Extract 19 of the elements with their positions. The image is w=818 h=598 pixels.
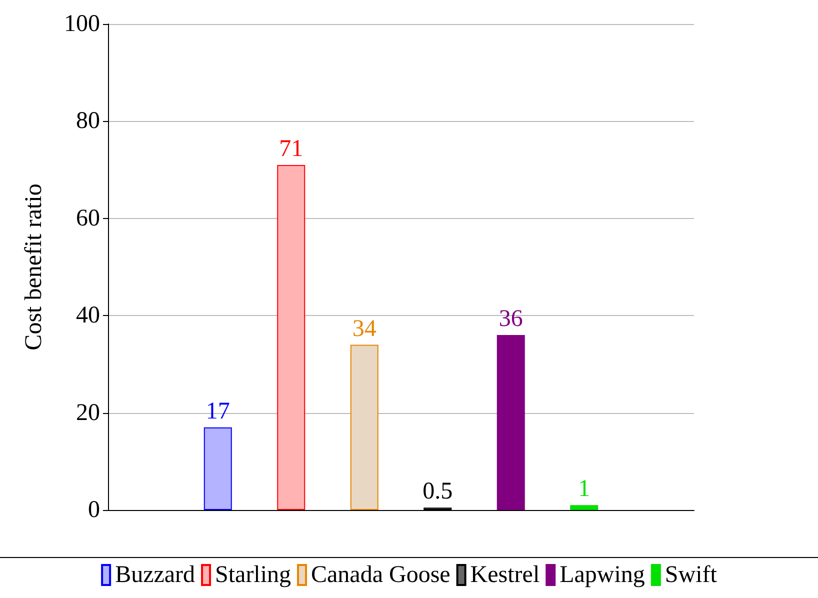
- y-tick-label: 60: [76, 205, 100, 232]
- y-tick-label: 0: [88, 497, 100, 523]
- data-label: 71: [279, 136, 304, 162]
- data-label: 0.5: [422, 478, 453, 505]
- y-tick-label: 20: [76, 400, 100, 426]
- data-label: 17: [206, 398, 230, 424]
- y-tick-label: 100: [64, 11, 100, 37]
- data-label: 36: [498, 306, 523, 332]
- data-label: 34: [352, 316, 376, 342]
- legend-label: Buzzard: [115, 562, 196, 588]
- legend-label: Starling: [215, 562, 292, 588]
- y-axis-title: Cost benefit ratio: [21, 184, 47, 350]
- legend-label: Lapwing: [560, 562, 645, 588]
- legend-label: Swift: [664, 562, 718, 588]
- y-tick-label: 40: [76, 302, 100, 329]
- data-label: 1: [578, 476, 590, 502]
- y-tick-label: 80: [76, 108, 100, 134]
- legend-label: Canada Goose: [311, 562, 450, 588]
- legend-label: Kestrel: [470, 562, 540, 588]
